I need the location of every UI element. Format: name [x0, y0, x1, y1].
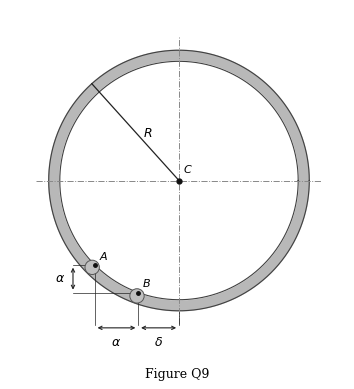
Text: B: B: [143, 279, 150, 289]
Text: Figure Q9: Figure Q9: [145, 368, 209, 381]
Polygon shape: [60, 61, 298, 300]
Polygon shape: [49, 50, 309, 311]
Text: C: C: [184, 165, 192, 175]
Text: A: A: [99, 252, 107, 262]
Text: $R$: $R$: [143, 127, 153, 140]
Text: $\alpha$: $\alpha$: [112, 336, 121, 349]
Text: $\delta$: $\delta$: [154, 336, 163, 349]
Circle shape: [130, 289, 144, 303]
Text: $\alpha$: $\alpha$: [55, 272, 65, 285]
Circle shape: [85, 260, 99, 275]
